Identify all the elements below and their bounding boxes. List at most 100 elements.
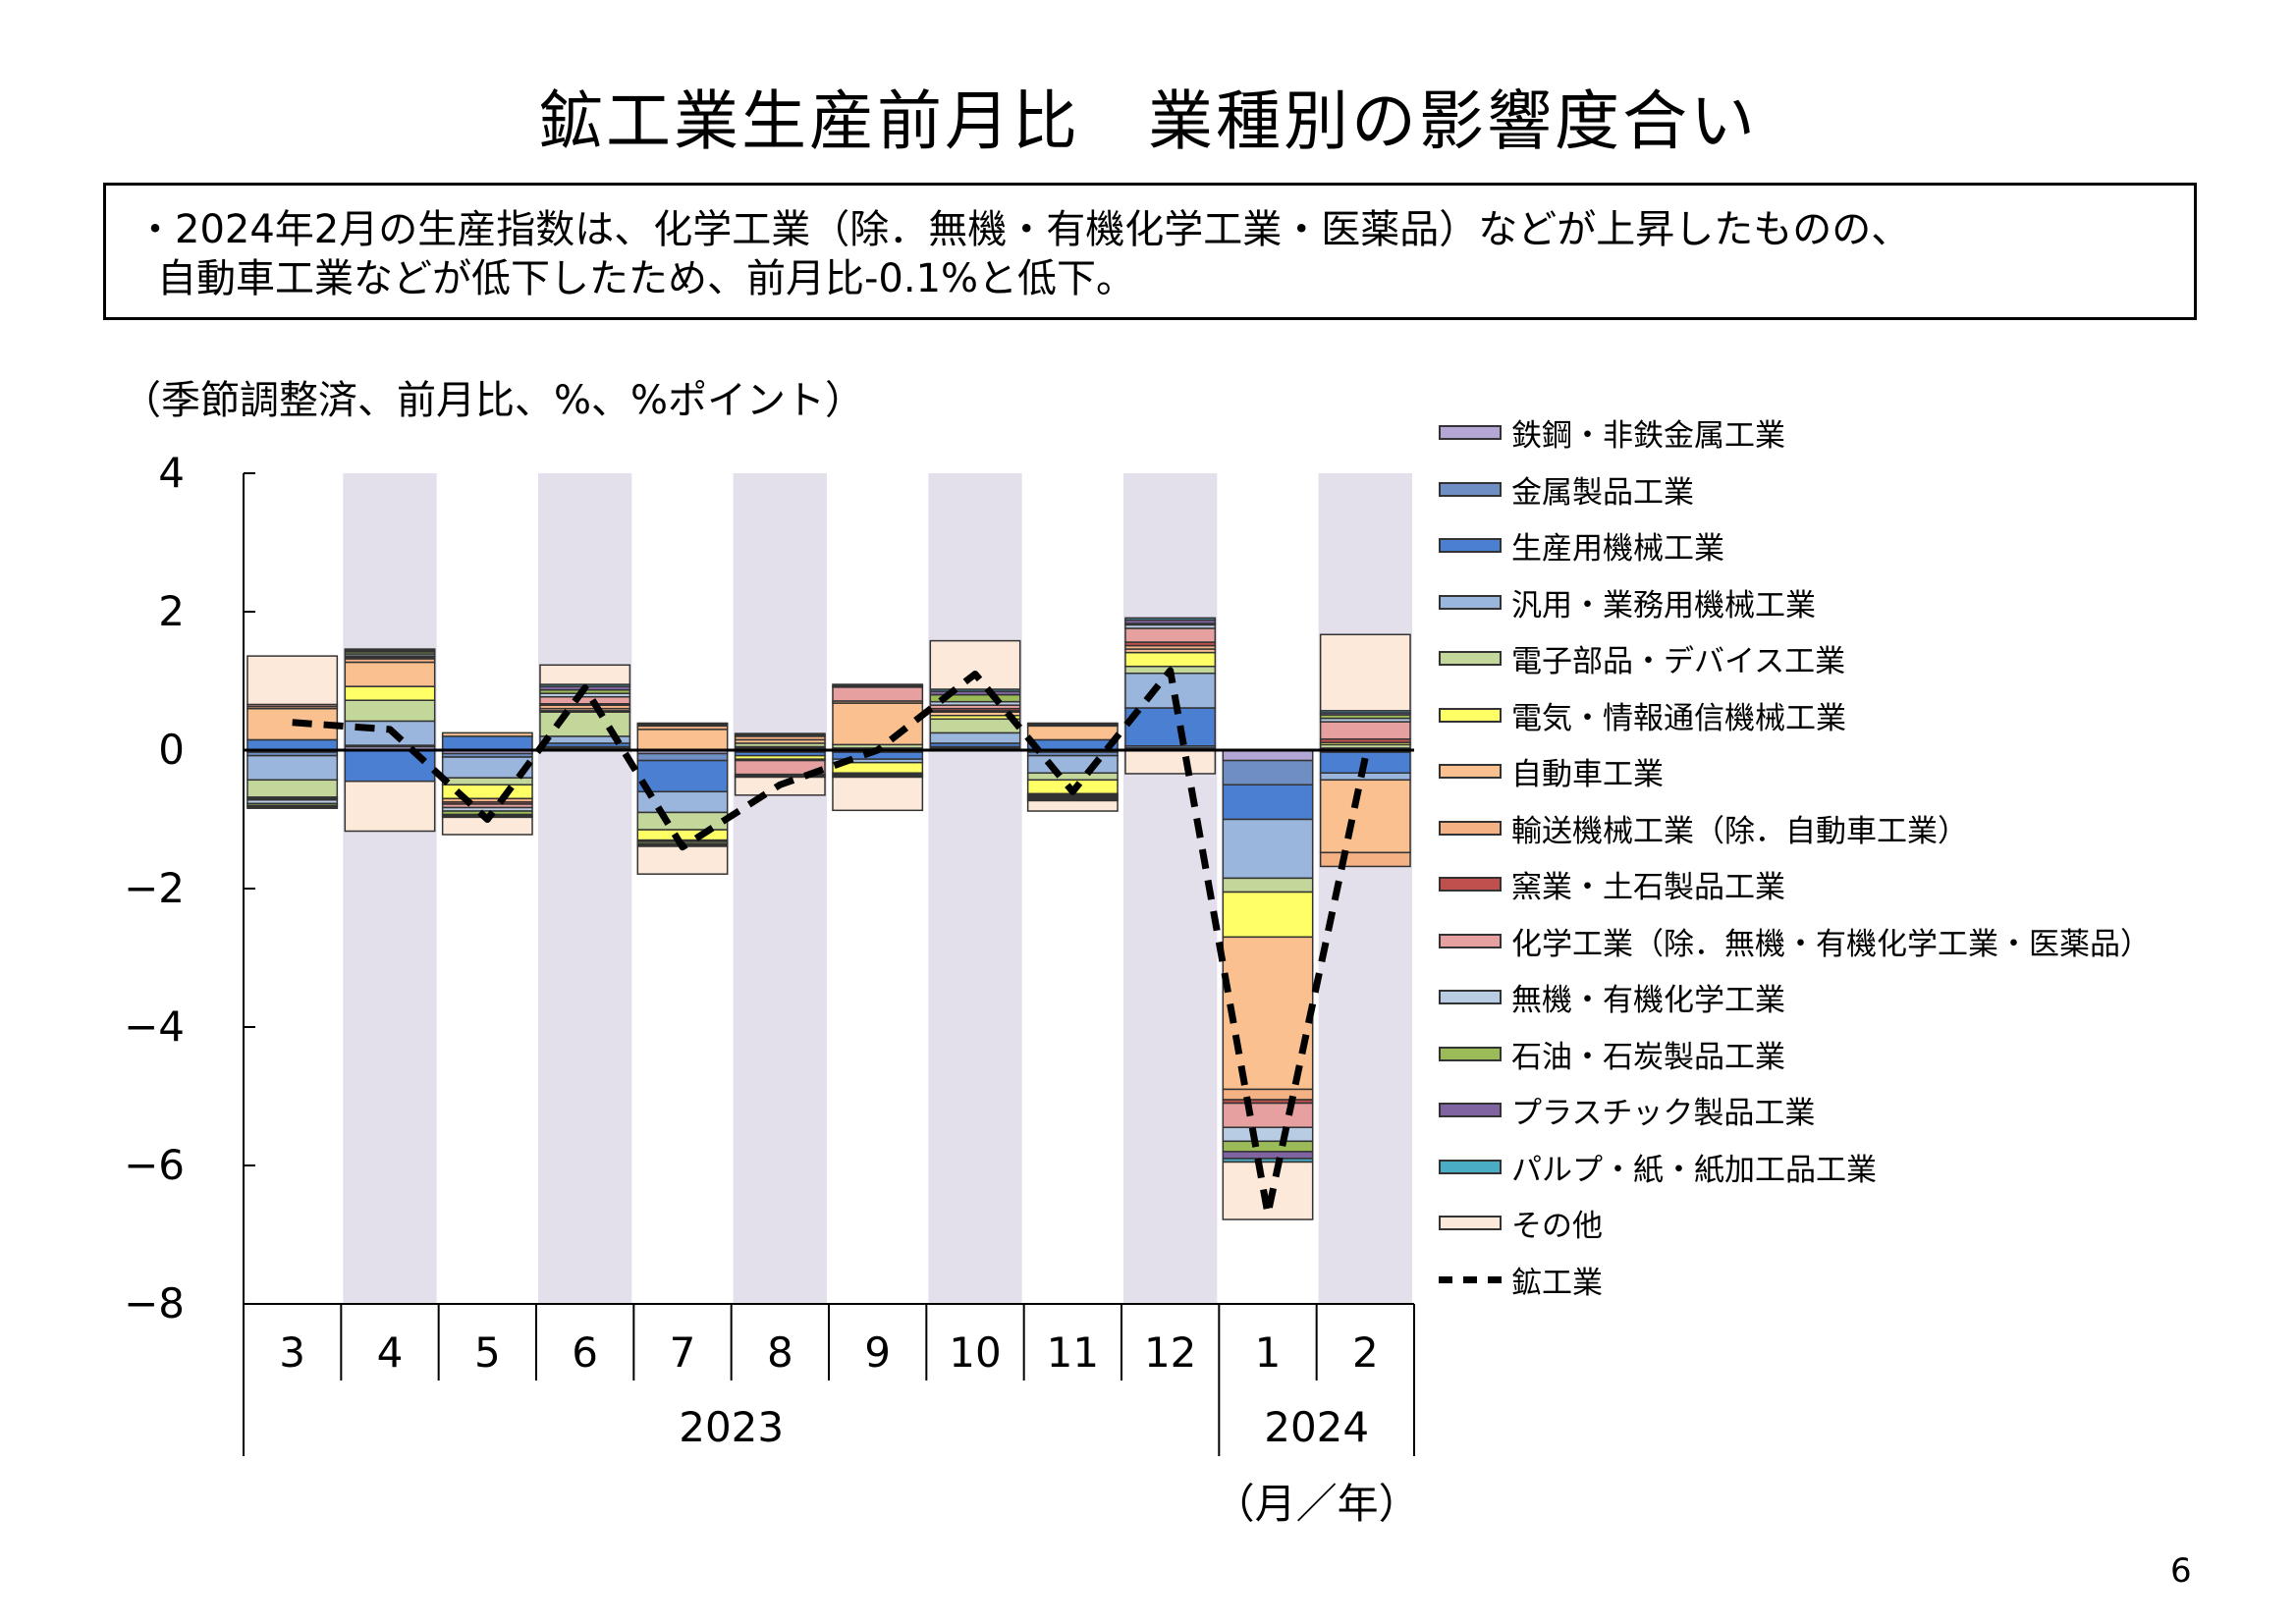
bar-segment [636,759,729,793]
bar-segment [1222,759,1314,786]
bar-segment [344,648,436,652]
shade-band [733,473,827,1304]
bar-segment [1222,891,1314,939]
shade-band [343,473,437,1304]
legend-item: 輸送機械工業（除．自動車工業） [1439,800,2273,857]
bar-segment [1026,799,1119,812]
x-tick-label: 3 [279,1328,305,1377]
x-tick-label: 7 [670,1328,696,1377]
bar-segment [246,655,339,706]
bar-segment [734,732,826,736]
x-tick-label: 10 [949,1328,1001,1377]
bar-segment [636,829,729,841]
legend-item: 窯業・土石製品工業 [1439,856,2273,913]
bar-segment [1222,1151,1314,1160]
bar-segment [1026,725,1119,741]
y-tick-label: 2 [158,587,185,635]
page-number: 6 [2170,1551,2192,1591]
legend-item: 石油・石炭製品工業 [1439,1026,2273,1083]
legend-swatch [1439,481,1502,497]
x-tick-label: 1 [1255,1328,1282,1377]
bar-segment [636,729,729,751]
bar-segment [1222,818,1314,880]
bar-segment [1222,877,1314,893]
bar-segment [832,686,924,702]
legend-item: 電気・情報通信機械工業 [1439,687,2273,744]
bar-segment [1124,651,1217,668]
legend-label: 電子部品・デバイス工業 [1511,644,1846,680]
legend-item: 鉱工業 [1439,1252,2273,1309]
bar-layer [246,617,1411,1220]
legend-swatch [1439,820,1502,836]
bar-segment [1319,779,1411,854]
bar-segment [1222,1161,1314,1220]
legend-swatch [1439,538,1502,554]
x-tick-label: 6 [572,1328,598,1377]
bar-segment [1222,936,1314,1091]
bar-segment [441,731,533,737]
legend-label: パルプ・紙・紙加工品工業 [1511,1152,1877,1188]
legend-item: 鉄鋼・非鉄金属工業 [1439,405,2273,461]
bar-segment [929,731,1021,744]
bar-segment [1319,772,1411,782]
bar-segment [636,722,729,726]
legend-label: 窯業・土石製品工業 [1511,870,1785,906]
legend-label: 電気・情報通信機械工業 [1511,700,1846,736]
legend-label: その他 [1511,1209,1603,1245]
bar-segment [246,754,339,782]
legend-swatch [1439,1159,1502,1174]
shade-band [928,473,1022,1304]
bar-segment [1026,754,1119,775]
bar-segment [1319,851,1411,868]
legend-label: 無機・有機化学工業 [1511,983,1785,1019]
legend-label: 鉄鋼・非鉄金属工業 [1511,418,1785,455]
shade-band [1123,473,1218,1304]
legend-swatch [1439,707,1502,723]
legend-label: 化学工業（除．無機・有機化学工業・医薬品） [1511,926,2151,962]
legend-swatch [1439,877,1502,893]
legend-label: 鉱工業 [1511,1265,1603,1301]
x-tick-label: 8 [767,1328,793,1377]
legend-item: 化学工業（除．無機・有機化学工業・医薬品） [1439,913,2273,970]
legend-item: 自動車工業 [1439,743,2273,800]
bar-segment [539,664,631,685]
y-tick-label: −8 [124,1279,185,1327]
bar-segment [1124,749,1217,775]
bar-segment [1222,1126,1314,1143]
bar-segment [1222,784,1314,821]
legend-swatch [1439,1275,1502,1283]
legend-label: 生産用機械工業 [1511,531,1724,568]
bar-segment [832,702,924,746]
bar-segment [636,845,729,875]
bar-segment [441,777,533,786]
legend-swatch [1439,1216,1502,1231]
page-title: 鉱工業生産前月比 業種別の影響度合い [538,83,1758,159]
summary-box: ・2024年2月の生産指数は、化学工業（除．無機・有機化学工業・医薬品）などが上… [103,183,2197,320]
bar-segment [636,811,729,831]
bar-segment [344,685,436,701]
legend-item: プラスチック製品工業 [1439,1082,2273,1139]
legend-item: 汎用・業務用機械工業 [1439,574,2273,631]
x-tick-label: 5 [474,1328,501,1377]
bar-segment [1124,627,1217,643]
summary-line-2: 自動車工業などが低下したため、前月比-0.1%と低下。 [157,256,1136,301]
bar-segment [246,806,339,809]
x-tick-label: 12 [1144,1328,1196,1377]
legend-swatch [1439,1103,1502,1118]
bar-segment [539,695,631,705]
legend-swatch [1439,1046,1502,1061]
y-tick-label: −6 [124,1141,185,1189]
bar-segment [1124,617,1217,622]
shade-band [538,473,632,1304]
y-tick-label: −2 [124,864,185,912]
line-series-kokogyo [292,667,1369,1218]
legend-swatch [1439,651,1502,667]
legend-label: プラスチック製品工業 [1511,1096,1816,1132]
legend-swatch [1439,594,1502,610]
legend-swatch [1439,933,1502,948]
line-layer [292,667,1369,1218]
bar-segment [344,699,436,723]
bar-segment [929,639,1021,690]
legend-item: その他 [1439,1195,2273,1252]
